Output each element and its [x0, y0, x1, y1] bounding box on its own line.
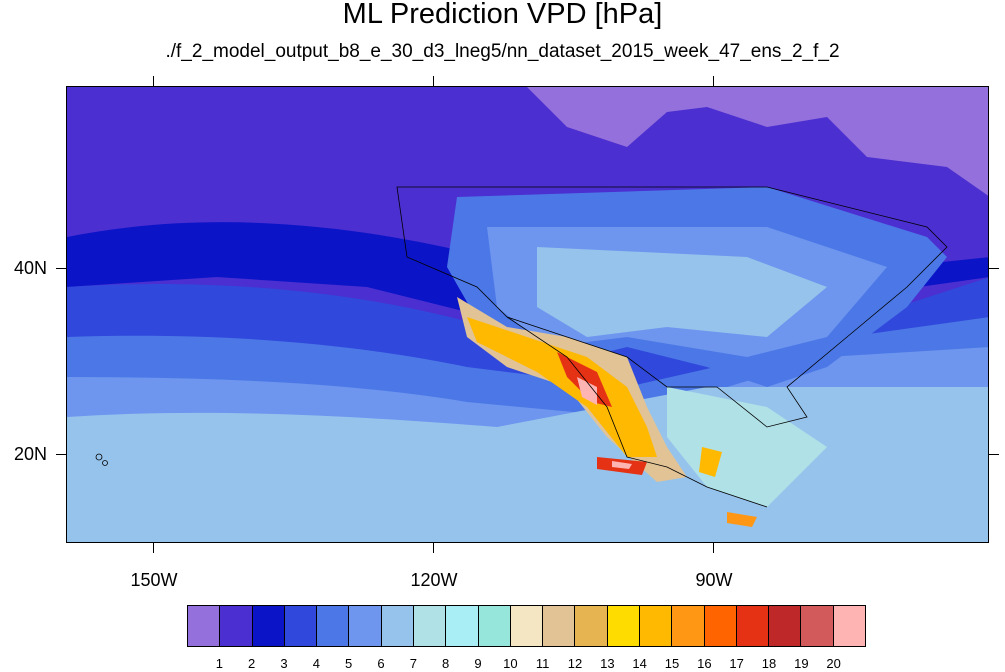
colorbar-label: 17 — [729, 656, 744, 671]
lon-label: 90W — [695, 570, 733, 590]
colorbar-label: 1 — [215, 656, 223, 671]
lon-label: 150W — [130, 570, 178, 590]
colorbar-swatch — [188, 606, 221, 646]
colorbar-label: 16 — [697, 656, 712, 671]
hotspot-yucatan — [699, 447, 722, 477]
colorbar-label: 12 — [567, 656, 583, 671]
vpd-map-panel — [66, 86, 989, 543]
colorbar-label: 13 — [600, 656, 615, 671]
lon-tick — [713, 543, 714, 553]
lon-tick — [153, 76, 154, 86]
colorbar-swatch — [381, 606, 414, 646]
map-subtitle: ./f_2_model_output_b8_e_30_d3_lneg5/nn_d… — [165, 41, 840, 62]
colorbar-swatch — [317, 606, 350, 646]
colorbar-label: 15 — [664, 656, 680, 671]
field-band-1 — [527, 87, 988, 196]
colorbar-swatch — [704, 606, 737, 646]
colorbar-label: 7 — [409, 656, 417, 671]
colorbar-label: 20 — [826, 656, 841, 671]
north-america-outline — [396, 186, 948, 428]
lat-tick — [56, 268, 66, 269]
colorbar-swatch — [446, 606, 479, 646]
colorbar-swatch — [801, 606, 834, 646]
hotspot-central-america — [727, 512, 757, 527]
colorbar-swatch — [833, 606, 865, 646]
colorbar-label: 10 — [503, 656, 518, 671]
colorbar-label: 4 — [312, 656, 320, 671]
lon-label: 120W — [410, 570, 458, 590]
colorbar — [187, 605, 866, 647]
colorbar-swatch — [736, 606, 770, 646]
lon-tick — [153, 543, 154, 553]
colorbar-labels: 1 2 3 4 5 6 7 8 9 10 11 12 13 14 15 16 17 18 19 20 — [0, 656, 1005, 672]
lat-tick — [56, 454, 66, 455]
colorbar-swatch — [413, 606, 447, 646]
colorbar-label: 9 — [474, 656, 482, 671]
colorbar-label: 19 — [794, 656, 809, 671]
mexico-outline — [506, 316, 768, 508]
lon-tick — [433, 76, 434, 86]
colorbar-swatch — [349, 606, 382, 646]
hawaii-island — [102, 460, 108, 466]
colorbar-swatch — [220, 606, 253, 646]
colorbar-label: 6 — [377, 656, 385, 671]
colorbar-label: 3 — [280, 656, 288, 671]
colorbar-swatch — [769, 606, 802, 646]
colorbar-swatch — [672, 606, 705, 646]
lat-label: 40N — [14, 258, 48, 278]
land-band-7 — [537, 247, 827, 337]
hotspot-band-15 — [467, 317, 657, 457]
hotspot-band-20 — [577, 377, 597, 405]
lon-tick — [433, 543, 434, 553]
colorbar-swatch — [575, 606, 608, 646]
land-band-8 — [667, 387, 827, 507]
vpd-field-map — [67, 87, 988, 542]
colorbar-swatch — [510, 606, 544, 646]
lat-tick — [989, 268, 999, 269]
lat-label: 20N — [14, 444, 48, 464]
lon-tick — [713, 76, 714, 86]
colorbar-swatch — [478, 606, 511, 646]
colorbar-label: 5 — [345, 656, 353, 671]
hotspot-mexico-south-peak — [612, 461, 632, 469]
colorbar-swatch — [607, 606, 640, 646]
colorbar-label: 14 — [632, 656, 647, 671]
colorbar-swatch — [639, 606, 673, 646]
colorbar-swatch — [252, 606, 285, 646]
colorbar-label: 8 — [442, 656, 450, 671]
colorbar-swatch — [543, 606, 576, 646]
colorbar-label: 18 — [761, 656, 777, 671]
colorbar-swatch — [284, 606, 318, 646]
lat-tick — [989, 454, 999, 455]
map-title: ML Prediction VPD [hPa] — [342, 0, 663, 30]
hawaii-island — [95, 453, 103, 461]
colorbar-label: 11 — [535, 656, 550, 671]
colorbar-label: 2 — [248, 656, 256, 671]
